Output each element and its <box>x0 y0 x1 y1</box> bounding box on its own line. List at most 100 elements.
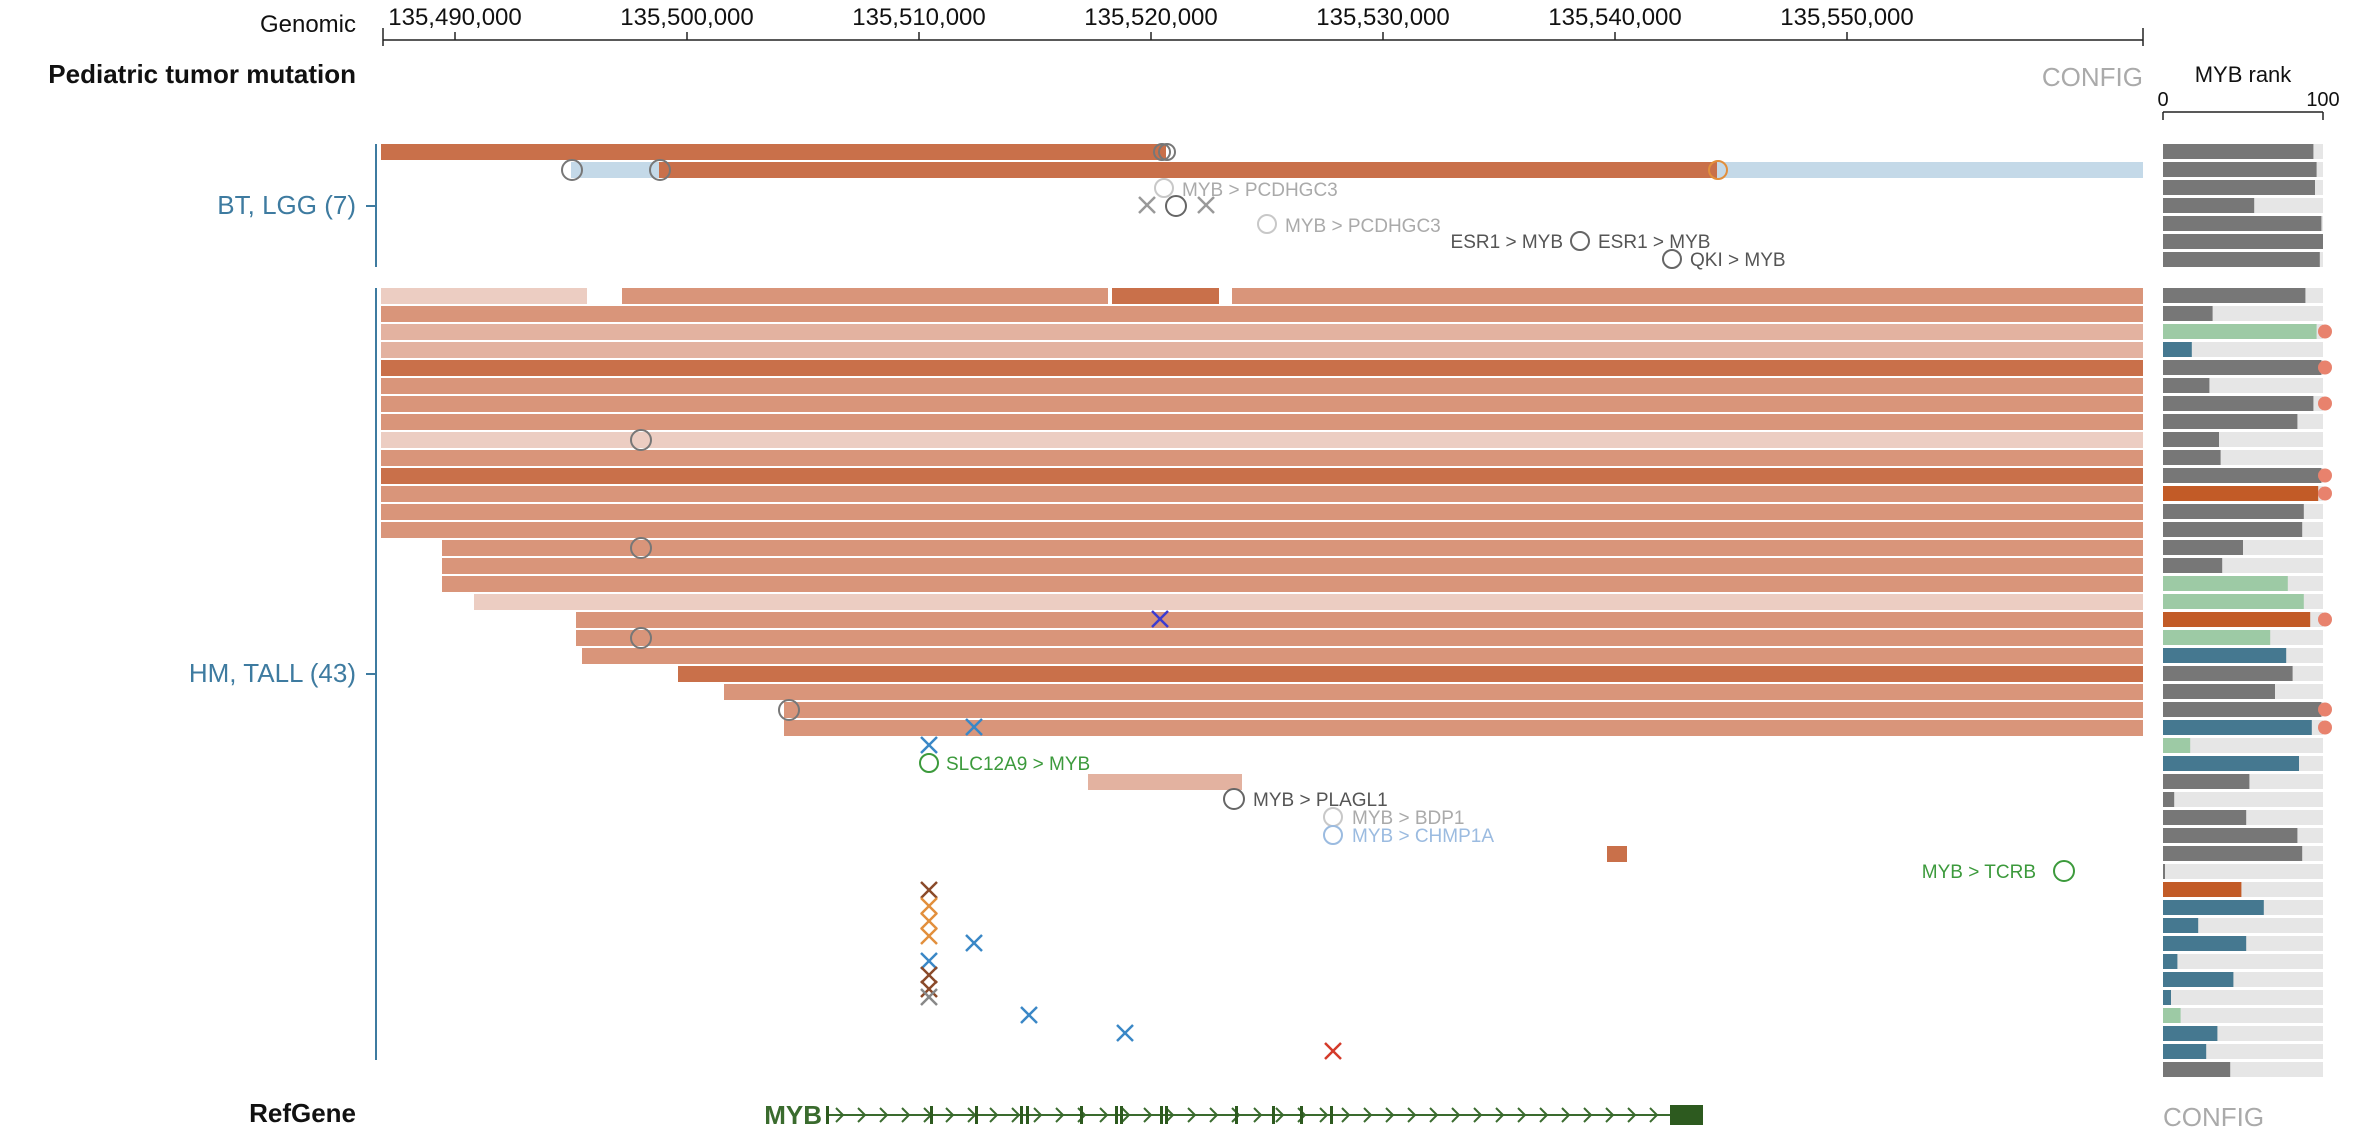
cnv-segment[interactable] <box>1112 288 1219 304</box>
breakpoint-marker[interactable] <box>649 159 671 181</box>
rank-high-dot[interactable] <box>2318 468 2332 483</box>
rank-bar[interactable] <box>2163 954 2178 969</box>
rank-bar[interactable] <box>2163 702 2322 717</box>
snv-marker[interactable] <box>1324 1042 1342 1060</box>
breakpoint-marker[interactable] <box>630 537 652 559</box>
rank-bar[interactable] <box>2163 1026 2218 1041</box>
breakpoint-marker[interactable] <box>778 699 800 721</box>
rank-bar[interactable] <box>2163 558 2223 573</box>
snv-marker[interactable] <box>920 952 938 970</box>
cnv-segment[interactable] <box>381 414 2143 430</box>
rank-bar[interactable] <box>2163 774 2250 789</box>
rank-bar[interactable] <box>2163 990 2171 1005</box>
breakpoint-marker[interactable] <box>1708 160 1728 180</box>
cnv-segment[interactable] <box>582 648 2143 664</box>
rank-bar[interactable] <box>2163 576 2288 591</box>
cnv-segment[interactable] <box>381 432 2143 448</box>
myb-rank-panel[interactable] <box>2163 144 2332 1077</box>
rank-bar[interactable] <box>2163 342 2192 357</box>
rank-bar[interactable] <box>2163 252 2320 267</box>
rank-bar[interactable] <box>2163 936 2247 951</box>
cnv-segment[interactable] <box>381 378 2143 394</box>
rank-bar[interactable] <box>2163 594 2304 609</box>
cnv-segment[interactable] <box>442 540 2143 556</box>
breakpoint-marker[interactable] <box>1158 143 1176 161</box>
fusion-marker[interactable] <box>2053 860 2075 882</box>
snv-marker[interactable] <box>965 718 983 736</box>
rank-high-dot[interactable] <box>2318 702 2332 717</box>
cnv-segment[interactable] <box>1607 846 1627 862</box>
rank-bar[interactable] <box>2163 882 2242 897</box>
bt-lgg-samples[interactable]: MYB > PCDHGC3 MYB > PCDHGC3 ESR1 > MYB E… <box>381 143 2143 271</box>
rank-bar[interactable] <box>2163 306 2213 321</box>
rank-high-dot[interactable] <box>2318 324 2332 339</box>
rank-bar[interactable] <box>2163 1062 2231 1077</box>
snv-marker[interactable] <box>1197 196 1215 214</box>
rank-bar[interactable] <box>2163 972 2234 987</box>
rank-bar[interactable] <box>2163 630 2271 645</box>
cnv-segment[interactable] <box>1232 288 2143 304</box>
cnv-segment[interactable] <box>381 288 587 304</box>
rank-bar[interactable] <box>2163 918 2199 933</box>
refgene-track[interactable]: MYB <box>764 1100 1703 1130</box>
rank-bar[interactable] <box>2163 432 2219 447</box>
rank-bar[interactable] <box>2163 756 2299 771</box>
rank-bar[interactable] <box>2163 522 2303 537</box>
rank-bar[interactable] <box>2163 198 2255 213</box>
rank-bar[interactable] <box>2163 324 2317 339</box>
snv-marker[interactable] <box>920 927 938 945</box>
cnv-segment[interactable] <box>381 306 2143 322</box>
group-label-hm-tall[interactable]: HM, TALL (43) <box>189 658 356 688</box>
cnv-segment[interactable] <box>381 360 2143 376</box>
cnv-segment[interactable] <box>576 612 2143 628</box>
snv-marker[interactable] <box>920 966 938 984</box>
rank-bar[interactable] <box>2163 540 2243 555</box>
cnv-segment[interactable] <box>576 630 2143 646</box>
cnv-segment[interactable] <box>678 666 2143 682</box>
snv-marker[interactable] <box>1151 610 1169 628</box>
breakpoint-marker[interactable] <box>630 627 652 649</box>
rank-bar[interactable] <box>2163 900 2264 915</box>
snv-marker[interactable] <box>920 988 938 1006</box>
snv-marker[interactable] <box>920 881 938 899</box>
snv-marker[interactable] <box>920 980 938 998</box>
breakpoint-marker[interactable] <box>561 159 583 181</box>
rank-bar[interactable] <box>2163 828 2298 843</box>
refgene-config-button[interactable]: CONFIG <box>2163 1102 2264 1132</box>
rank-bar[interactable] <box>2163 144 2314 159</box>
rank-bar[interactable] <box>2163 666 2293 681</box>
cnv-segment[interactable] <box>442 558 2143 574</box>
rank-bar[interactable] <box>2163 450 2221 465</box>
rank-bar[interactable] <box>2163 864 2165 879</box>
cnv-segment[interactable] <box>442 576 2143 592</box>
fusion-marker[interactable] <box>1570 231 1590 251</box>
snv-marker[interactable] <box>920 912 938 930</box>
rank-bar[interactable] <box>2163 684 2275 699</box>
rank-bar[interactable] <box>2163 846 2303 861</box>
rank-bar[interactable] <box>2163 234 2323 249</box>
rank-bar[interactable] <box>2163 738 2191 753</box>
cnv-segment[interactable] <box>381 324 2143 340</box>
cnv-segment[interactable] <box>381 342 2143 358</box>
hm-tall-samples[interactable] <box>381 288 2143 736</box>
fusion-marker[interactable] <box>1154 178 1174 198</box>
rank-bar[interactable] <box>2163 648 2287 663</box>
rank-bar[interactable] <box>2163 486 2319 501</box>
rank-high-dot[interactable] <box>2318 486 2332 501</box>
group-label-bt-lgg[interactable]: BT, LGG (7) <box>217 190 356 220</box>
cnv-segment[interactable] <box>381 504 2143 520</box>
cnv-segment[interactable] <box>381 486 2143 502</box>
snv-marker[interactable] <box>1020 1006 1038 1024</box>
cnv-segment[interactable] <box>381 450 2143 466</box>
rank-bar[interactable] <box>2163 288 2306 303</box>
rank-bar[interactable] <box>2163 162 2317 177</box>
rank-bar[interactable] <box>2163 216 2322 231</box>
rank-bar[interactable] <box>2163 810 2247 825</box>
rank-bar[interactable] <box>2163 1008 2181 1023</box>
rank-bar[interactable] <box>2163 180 2315 195</box>
breakpoint-marker[interactable] <box>1153 143 1171 161</box>
snv-marker[interactable] <box>965 934 983 952</box>
track-title[interactable]: Pediatric tumor mutation <box>48 59 356 89</box>
rank-bar[interactable] <box>2163 360 2322 375</box>
rank-bar[interactable] <box>2163 1044 2207 1059</box>
